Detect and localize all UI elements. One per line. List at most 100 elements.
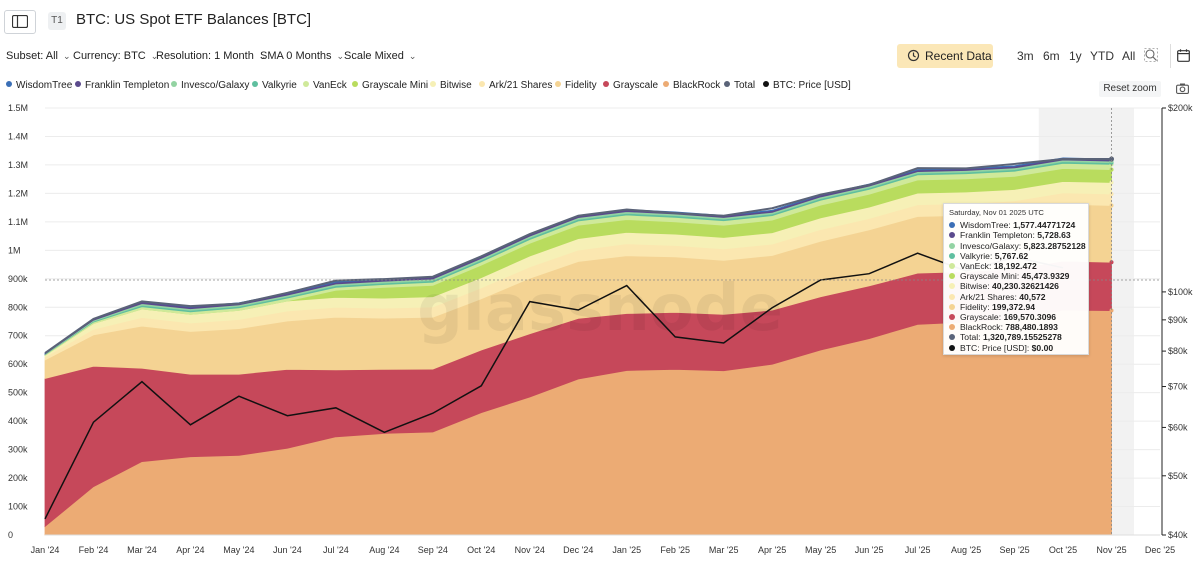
tooltip-swatch — [949, 252, 955, 259]
sma-select[interactable]: SMA 0 Months ⌄ — [260, 50, 344, 62]
legend-item-btc-price[interactable]: BTC: Price [USD] — [763, 80, 851, 91]
tooltip-series-name: Bitwise — [960, 281, 988, 292]
tooltip-swatch — [949, 344, 955, 351]
range-6m-button[interactable]: 6m — [1043, 49, 1060, 63]
legend-item-ark-21-shares[interactable]: Ark/21 Shares — [479, 80, 552, 91]
resolution-select[interactable]: Resolution: 1 Month ⌄ — [156, 50, 266, 62]
tooltip-value: 788,480.1893 — [1005, 322, 1058, 333]
tooltip-value: 18,192.472 — [993, 261, 1037, 272]
legend-swatch — [6, 81, 12, 87]
legend-label: Franklin Templeton — [85, 80, 170, 91]
x-tick-label: Apr '24 — [176, 545, 204, 555]
tooltip-row: Ark/21 Shares: 40,572 — [949, 292, 1083, 302]
recent-data-button[interactable]: Recent Data — [897, 44, 993, 68]
y-tick-label: 1.5M — [8, 103, 28, 113]
currency-label: Currency: BTC — [73, 50, 146, 62]
x-tick-label: Jan '25 — [612, 545, 641, 555]
tooltip-swatch — [949, 334, 955, 341]
legend-label: Invesco/Galaxy — [181, 80, 250, 91]
tooltip-series-name: Fidelity — [960, 301, 988, 312]
history-icon — [907, 49, 920, 62]
currency-select[interactable]: Currency: BTC ⌄ — [73, 50, 158, 62]
tooltip-series-name: Invesco/Galaxy — [960, 240, 1019, 251]
legend-swatch — [663, 81, 669, 87]
chevron-down-icon: ⌄ — [408, 51, 417, 61]
legend-item-grayscale-mini[interactable]: Grayscale Mini — [352, 80, 428, 91]
tooltip-swatch — [949, 314, 955, 321]
tooltip-series-name: BTC: Price [USD] — [960, 342, 1027, 353]
y-tick-label: 1.2M — [8, 188, 28, 198]
x-tick-label: Jul '25 — [905, 545, 931, 555]
y-tick-label: 700k — [8, 331, 28, 341]
chart-legend: WisdomTree Franklin Templeton Invesco/Ga… — [0, 78, 900, 94]
tooltip-series-name: Grayscale Mini — [960, 271, 1017, 282]
tooltip-separator: : — [989, 250, 995, 261]
camera-icon[interactable] — [1176, 83, 1189, 94]
tooltip-value: 5,823.28752128 — [1023, 240, 1086, 251]
legend-item-fidelity[interactable]: Fidelity — [555, 80, 597, 91]
x-tick-label: Jul '24 — [323, 545, 349, 555]
tooltip-value: 5,767.62 — [994, 250, 1029, 261]
tooltip-row: BTC: Price [USD]: $0.00 — [949, 343, 1083, 353]
total-line — [44, 157, 1112, 354]
legend-item-blackrock[interactable]: BlackRock — [663, 80, 720, 91]
legend-swatch — [555, 81, 561, 87]
legend-swatch — [479, 81, 485, 87]
tooltip-swatch — [949, 232, 955, 239]
tooltip-series-name: Grayscale — [960, 312, 999, 323]
x-tick-label: Oct '24 — [467, 545, 495, 555]
tooltip-series-name: BlackRock — [960, 322, 1001, 333]
legend-swatch — [763, 81, 769, 87]
legend-label: Grayscale Mini — [362, 80, 429, 91]
tooltip-row: Franklin Templeton: 5,728.63 — [949, 230, 1083, 240]
legend-item-franklin-templeton[interactable]: Franklin Templeton — [75, 80, 169, 91]
subset-select[interactable]: Subset: All ⌄ — [6, 50, 71, 62]
legend-item-vaneck[interactable]: VanEck — [303, 80, 347, 91]
zoom-select-icon[interactable] — [1144, 48, 1158, 62]
tooltip-row: Fidelity: 199,372.94 — [949, 302, 1083, 312]
tooltip-value: 40,572 — [1019, 291, 1046, 302]
sidebar-toggle-button[interactable] — [4, 10, 36, 34]
legend-item-total[interactable]: Total — [724, 80, 755, 91]
legend-label: Total — [734, 80, 756, 91]
legend-label: BlackRock — [673, 80, 721, 91]
tooltip-row: BlackRock: 788,480.1893 — [949, 322, 1083, 332]
calendar-button[interactable] — [1170, 44, 1195, 68]
scale-select[interactable]: Scale Mixed ⌄ — [344, 50, 416, 62]
resolution-label: Resolution: 1 Month — [156, 50, 254, 62]
tooltip-value: 40,230.32621426 — [992, 281, 1059, 292]
range-1y-button[interactable]: 1y — [1069, 49, 1082, 63]
y2-tick-label: $40k — [1168, 530, 1188, 540]
reset-zoom-button[interactable]: Reset zoom — [1099, 81, 1161, 97]
end-marker — [1109, 308, 1114, 313]
legend-item-wisdomtree[interactable]: WisdomTree — [6, 80, 72, 91]
header: T1 BTC: US Spot ETF Balances [BTC] — [0, 0, 1200, 42]
range-all-button[interactable]: All — [1122, 49, 1136, 63]
legend-item-bitwise[interactable]: Bitwise — [430, 80, 472, 91]
tooltip-series-name: WisdomTree — [960, 220, 1009, 231]
legend-swatch — [303, 81, 309, 87]
legend-item-grayscale[interactable]: Grayscale — [603, 80, 658, 91]
legend-item-valkyrie[interactable]: Valkyrie — [252, 80, 297, 91]
x-tick-label: Feb '25 — [660, 545, 690, 555]
tooltip-row: Grayscale: 169,570.3096 — [949, 312, 1083, 322]
tooltip-swatch — [949, 324, 955, 331]
legend-item-invesco-galaxy[interactable]: Invesco/Galaxy — [171, 80, 249, 91]
x-tick-label: Aug '25 — [951, 545, 981, 555]
tooltip-separator: : — [1026, 342, 1032, 353]
y2-tick-label: $70k — [1168, 382, 1188, 392]
tier-badge: T1 — [48, 12, 66, 30]
range-3m-button[interactable]: 3m — [1017, 49, 1034, 63]
legend-label: Ark/21 Shares — [489, 80, 553, 91]
tooltip-row: Bitwise: 40,230.32621426 — [949, 281, 1083, 291]
y2-tick-label: $50k — [1168, 471, 1188, 481]
x-tick-label: Oct '25 — [1049, 545, 1077, 555]
tooltip-swatch — [949, 273, 955, 280]
range-ytd-button[interactable]: YTD — [1090, 49, 1114, 63]
tooltip-row: VanEck: 18,192.472 — [949, 261, 1083, 271]
end-marker — [1109, 180, 1114, 185]
tooltip-series-name: Total — [960, 332, 979, 343]
x-tick-label: Dec '25 — [1145, 545, 1175, 555]
legend-label: Bitwise — [440, 80, 472, 91]
